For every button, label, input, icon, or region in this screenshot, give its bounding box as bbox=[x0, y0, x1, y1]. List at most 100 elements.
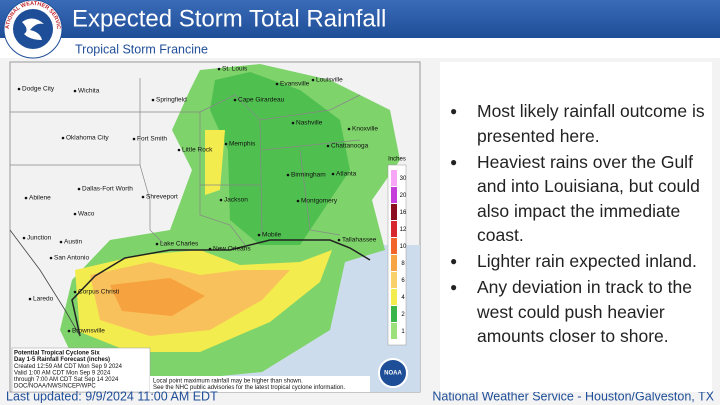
city-label: Austin bbox=[64, 239, 82, 246]
city-dot bbox=[73, 290, 77, 294]
city-dot bbox=[61, 136, 65, 140]
legend-swatch bbox=[391, 204, 397, 220]
disclaimer-line: See the NHC public advisories for the la… bbox=[153, 385, 345, 391]
noaa-logo: NOAA bbox=[384, 371, 402, 377]
city-dot bbox=[59, 240, 63, 244]
city-dot bbox=[217, 67, 221, 71]
info-line: DOC/NOAA/NWS/NCEP/WPC bbox=[14, 384, 96, 390]
city-label: St. Louis bbox=[222, 66, 248, 73]
city-dot bbox=[24, 196, 28, 200]
disclaimer-line: Local point maximum rainfall may be high… bbox=[153, 379, 303, 385]
nws-logo: NATIONAL WEATHER SERVICE bbox=[0, 0, 63, 59]
bullet: Heaviest rains over the Gulf and into Lo… bbox=[440, 150, 712, 248]
title: Expected Storm Total Rainfall bbox=[72, 5, 386, 32]
city-label: Laredo bbox=[33, 296, 54, 303]
city-dot bbox=[296, 199, 300, 203]
bullet: Lighter rain expected inland. bbox=[440, 249, 712, 274]
city-dot bbox=[67, 329, 71, 333]
city-dot bbox=[73, 212, 77, 216]
legend-swatch bbox=[391, 323, 397, 339]
legend-label: 2 bbox=[401, 312, 405, 318]
subtitle: Tropical Storm Francine bbox=[75, 42, 208, 56]
header-bar bbox=[0, 0, 720, 38]
city-dot bbox=[347, 127, 351, 131]
city-dot bbox=[286, 173, 290, 177]
city-label: Dallas-Fort Worth bbox=[82, 186, 133, 193]
city-dot bbox=[77, 187, 81, 191]
city-dot bbox=[141, 195, 145, 199]
city-dot bbox=[132, 137, 136, 141]
legend-label: 12 bbox=[400, 227, 407, 233]
legend-swatch bbox=[391, 255, 397, 271]
city-label: Dodge City bbox=[22, 86, 55, 93]
city-dot bbox=[337, 238, 341, 242]
city-label: Little Rock bbox=[182, 147, 213, 154]
city-label: Junction bbox=[27, 235, 52, 242]
legend-label: 16 bbox=[400, 210, 407, 216]
legend-swatch bbox=[391, 238, 397, 254]
city-dot bbox=[275, 82, 279, 86]
city-label: Shreveport bbox=[146, 194, 178, 201]
city-dot bbox=[28, 297, 32, 301]
last-updated: Last updated: 9/9/2024 11:00 AM EDT bbox=[6, 389, 218, 403]
city-dot bbox=[257, 233, 261, 237]
legend-label: 30 bbox=[400, 176, 407, 182]
city-dot bbox=[155, 242, 159, 246]
city-label: Brownsville bbox=[72, 328, 105, 335]
city-dot bbox=[326, 144, 330, 148]
info-line: Valid 1:00 AM CDT Mon Sep 9 2024 bbox=[14, 370, 111, 376]
city-label: Waco bbox=[78, 211, 95, 218]
city-label: Birmingham bbox=[291, 172, 326, 179]
legend-label: 1 bbox=[401, 329, 405, 335]
city-label: Memphis bbox=[229, 141, 256, 148]
legend-swatch bbox=[391, 170, 397, 186]
city-label: Springfield bbox=[156, 97, 187, 104]
city-label: Tallahassee bbox=[342, 237, 377, 244]
city-label: Lake Charles bbox=[160, 241, 199, 248]
city-label: Abilene bbox=[29, 195, 51, 202]
legend-label: 6 bbox=[401, 278, 405, 284]
legend-swatch bbox=[391, 221, 397, 237]
legend-swatch bbox=[391, 272, 397, 288]
city-dot bbox=[331, 172, 335, 176]
city-label: Corpus Christi bbox=[78, 289, 119, 296]
city-dot bbox=[22, 236, 26, 240]
city-dot bbox=[208, 247, 212, 251]
legend-swatch bbox=[391, 187, 397, 203]
info-line: through 7:00 AM CDT Sat Sep 14 2024 bbox=[14, 377, 119, 383]
legend-label: 10 bbox=[400, 244, 407, 250]
info-line: Potential Tropical Cyclone Six bbox=[14, 351, 100, 357]
legend-label: 20 bbox=[400, 193, 407, 199]
city-dot bbox=[233, 98, 237, 102]
city-label: Atlanta bbox=[336, 171, 357, 178]
city-label: Wichita bbox=[78, 88, 100, 95]
city-dot bbox=[291, 121, 295, 125]
city-label: Jackson bbox=[224, 197, 248, 204]
city-label: Chattanooga bbox=[331, 143, 369, 150]
city-dot bbox=[219, 198, 223, 202]
city-dot bbox=[311, 78, 315, 82]
city-dot bbox=[224, 142, 228, 146]
city-label: Knoxville bbox=[352, 126, 378, 133]
city-label: San Antonio bbox=[54, 255, 89, 262]
bullet-list: Most likely rainfall outcome is presente… bbox=[440, 62, 712, 392]
info-line: Day 1-5 Rainfall Forecast (inches) bbox=[14, 357, 110, 363]
city-dot bbox=[73, 89, 77, 93]
city-dot bbox=[49, 256, 53, 260]
city-label: Oklahoma City bbox=[66, 135, 109, 142]
legend-swatch bbox=[391, 289, 397, 305]
legend-label: 8 bbox=[401, 261, 405, 267]
city-dot bbox=[177, 148, 181, 152]
city-dot bbox=[151, 98, 155, 102]
legend-swatch bbox=[391, 306, 397, 322]
bullet: Any deviation in track to the west could… bbox=[440, 275, 712, 349]
info-line: Created 12:59 AM CDT Mon Sep 9 2024 bbox=[14, 364, 123, 370]
city-label: Nashville bbox=[296, 120, 323, 127]
city-label: Evansville bbox=[280, 81, 310, 88]
city-dot bbox=[17, 87, 21, 91]
city-label: Mobile bbox=[262, 232, 282, 239]
office: National Weather Service - Houston/Galve… bbox=[432, 389, 714, 403]
subtitle-bar bbox=[0, 38, 720, 58]
